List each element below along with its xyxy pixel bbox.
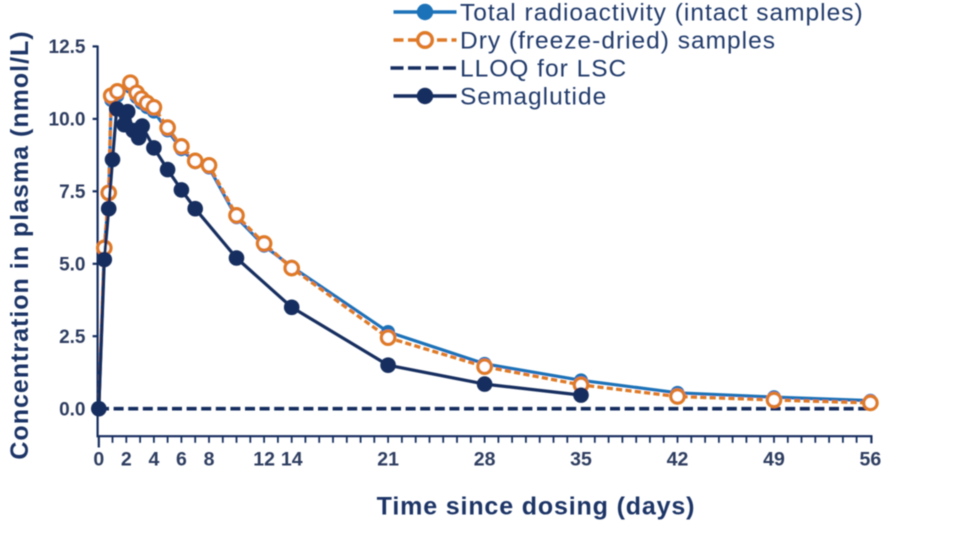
svg-text:7.5: 7.5 (59, 182, 86, 203)
svg-text:14: 14 (281, 449, 303, 471)
svg-text:2.5: 2.5 (59, 327, 86, 348)
svg-text:10.0: 10.0 (49, 110, 86, 131)
svg-text:LLOQ for LSC: LLOQ for LSC (460, 56, 627, 83)
svg-text:Concentration in plasma (nmol/: Concentration in plasma (nmol/L) (6, 30, 34, 459)
svg-text:42: 42 (667, 449, 689, 471)
svg-text:Dry (freeze-dried) samples: Dry (freeze-dried) samples (460, 28, 776, 55)
svg-text:5.0: 5.0 (59, 255, 85, 276)
svg-text:35: 35 (570, 449, 592, 471)
svg-text:4: 4 (148, 449, 159, 471)
svg-text:49: 49 (763, 449, 785, 471)
svg-text:2: 2 (121, 449, 132, 471)
svg-text:28: 28 (474, 449, 496, 471)
svg-text:12: 12 (253, 449, 275, 471)
svg-text:0: 0 (93, 449, 104, 471)
svg-text:Semaglutide: Semaglutide (460, 84, 607, 111)
svg-text:Total radioactivity (intact sa: Total radioactivity (intact samples) (460, 0, 864, 27)
svg-text:12.5: 12.5 (49, 37, 86, 58)
svg-text:21: 21 (377, 449, 399, 471)
svg-text:6: 6 (176, 449, 187, 471)
svg-text:Time since dosing (days): Time since dosing (days) (377, 493, 696, 521)
svg-text:0.0: 0.0 (59, 400, 85, 421)
svg-text:8: 8 (204, 449, 215, 471)
svg-text:56: 56 (860, 449, 882, 471)
